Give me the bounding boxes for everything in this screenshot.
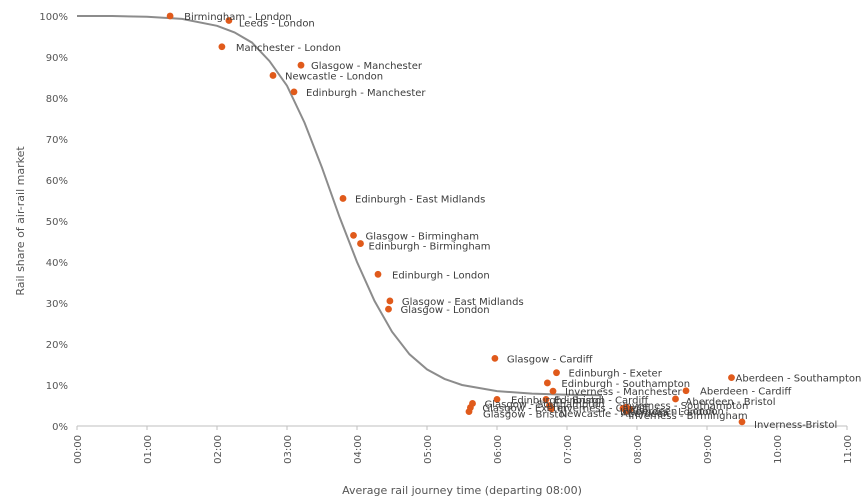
y-tick-label: 90% (46, 53, 68, 64)
data-point-label: Edinburgh - London (392, 270, 490, 281)
y-axis-title: Rail share of air-rail market (14, 146, 27, 296)
data-point-label: Aberdeen - Southampton (736, 374, 862, 385)
data-point (269, 72, 277, 79)
data-point-label: Aberdeen - Bristol (686, 397, 776, 408)
data-point (385, 305, 392, 313)
data-point-label: Manchester - London (236, 43, 341, 54)
data-point (350, 231, 357, 239)
x-tick-label: 04:00 (353, 435, 364, 464)
x-tick-label: 07:00 (563, 435, 574, 464)
data-point-label: Inverness - London (620, 407, 715, 418)
data-point-label: Edinburgh - Cardiff (554, 395, 649, 406)
x-tick-label: 00:00 (73, 435, 84, 464)
x-axis-title: Average rail journey time (departing 08:… (342, 484, 582, 497)
data-point (491, 354, 499, 362)
x-tick-label: 03:00 (283, 435, 294, 464)
data-point (738, 418, 746, 426)
y-tick-label: 20% (46, 340, 68, 351)
y-tick-label: 40% (46, 258, 68, 269)
data-point (682, 387, 690, 395)
fit-curve (77, 15, 603, 397)
y-tick-label: 80% (46, 94, 68, 105)
data-point-label: Inverness - Cardiff (558, 404, 650, 415)
x-tick-label: 10:00 (773, 435, 784, 464)
data-point-label: Leeds - London (239, 19, 315, 30)
data-point (357, 240, 364, 247)
data-point (218, 43, 226, 51)
x-tick-label: 09:00 (703, 435, 714, 464)
y-tick-label: 70% (46, 135, 68, 146)
y-tick-label: 10% (46, 381, 68, 392)
data-point-label: Inverness-Bristol (754, 420, 837, 431)
data-point (166, 12, 174, 20)
data-point-label: Inverness - Birmingham (629, 411, 748, 422)
data-point-label: Birmingham - London (184, 12, 292, 23)
data-point-label: Glasgow - Exeter (482, 404, 568, 415)
data-point-label: Glasgow - Southampton (485, 399, 605, 410)
data-point-label: Glasgow - Manchester (311, 61, 423, 72)
data-point (549, 387, 557, 395)
data-point (728, 374, 735, 382)
data-point (493, 395, 501, 403)
data-point (297, 61, 305, 69)
data-point (542, 395, 550, 403)
data-point-label: Glasgow - East Midlands (402, 297, 524, 308)
data-point (225, 17, 233, 24)
data-point (386, 297, 394, 305)
data-point-label: Newcastle - London (285, 71, 383, 82)
y-axis-ticks: 0% 10% 20% 30% 40% 50% 60% 70% 80% 90% 100% (39, 12, 68, 433)
x-tick-label: 05:00 (423, 435, 434, 464)
x-tick-label: 02:00 (213, 435, 224, 464)
x-tick-label: 01:00 (143, 435, 154, 464)
x-tick-label: 11:00 (843, 435, 854, 464)
y-tick-label: 60% (46, 176, 68, 187)
y-tick-label: 0% (52, 422, 68, 433)
x-tick-label: 08:00 (633, 435, 644, 464)
data-point (548, 405, 555, 413)
y-tick-label: 30% (46, 299, 68, 310)
data-point (623, 403, 630, 411)
y-tick-label: 100% (39, 12, 68, 23)
data-point (672, 395, 679, 403)
x-tick-label: 06:00 (493, 435, 504, 464)
data-point (290, 88, 298, 96)
data-point-label: Newcastle - Aberdeen (560, 409, 670, 420)
data-point-label: Glasgow - London (401, 305, 490, 316)
data-point-label: Aberdeen - Cardiff (700, 387, 792, 398)
data-point-label: Edinburgh - Bristol (511, 395, 604, 406)
data-point (469, 400, 476, 407)
data-points (166, 12, 746, 426)
data-point-label: Edinburgh - Manchester (306, 88, 426, 99)
data-point (374, 270, 382, 278)
data-point-label: Edinburgh - Southampton (561, 379, 690, 390)
data-point (553, 369, 560, 377)
data-point-label: Inverness - Southampton (623, 401, 749, 412)
data-point-label: Inverness - Manchester (565, 387, 683, 398)
data-point-label: Edinburgh - East Midlands (355, 194, 485, 205)
y-tick-label: 50% (46, 217, 68, 228)
data-point-label: Glasgow - Birmingham (366, 231, 479, 242)
data-point (339, 195, 347, 202)
data-point-label: Edinburgh - Exeter (569, 369, 663, 380)
data-point-label: Glasgow - Cardiff (507, 354, 594, 365)
data-point (544, 379, 551, 387)
x-axis-ticks: 00:00 01:00 02:00 03:00 04:00 05:00 06:00 07:00… (73, 426, 854, 464)
data-point-label: Edinburgh - Birmingham (369, 242, 491, 253)
data-point-label: Aberdeen - London (629, 406, 724, 417)
data-point-label: Glasgow - Bristol (483, 410, 567, 421)
